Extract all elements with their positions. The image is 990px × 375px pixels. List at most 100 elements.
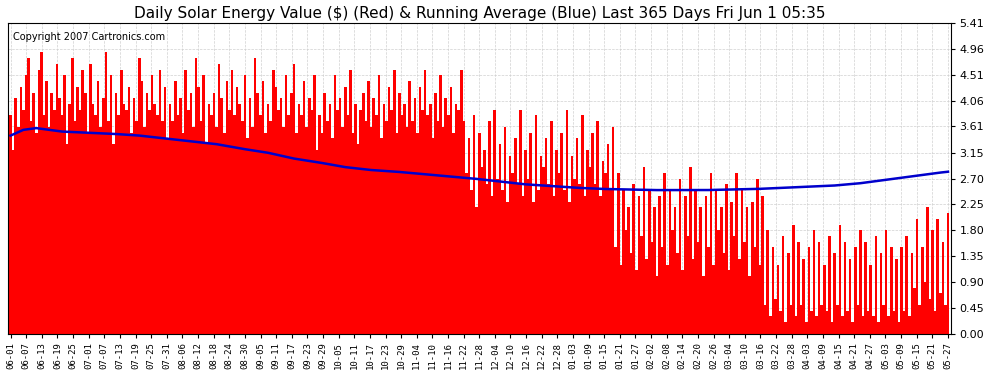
Bar bbox=[329, 104, 332, 333]
Bar bbox=[462, 121, 465, 333]
Bar bbox=[445, 98, 447, 333]
Bar bbox=[842, 316, 843, 333]
Bar bbox=[816, 316, 818, 333]
Bar bbox=[787, 253, 790, 333]
Bar bbox=[419, 87, 422, 333]
Bar bbox=[150, 75, 153, 333]
Bar bbox=[187, 110, 189, 333]
Bar bbox=[609, 190, 612, 333]
Bar bbox=[808, 248, 810, 333]
Bar bbox=[834, 253, 836, 333]
Bar bbox=[390, 110, 393, 333]
Bar bbox=[906, 236, 908, 333]
Bar bbox=[689, 167, 692, 333]
Bar bbox=[547, 184, 550, 333]
Bar bbox=[496, 178, 499, 333]
Bar bbox=[705, 196, 707, 333]
Bar bbox=[279, 98, 282, 333]
Bar bbox=[223, 133, 226, 333]
Bar bbox=[854, 248, 856, 333]
Bar bbox=[316, 150, 319, 333]
Bar bbox=[540, 156, 543, 333]
Bar bbox=[179, 98, 182, 333]
Bar bbox=[84, 93, 86, 333]
Bar bbox=[470, 190, 473, 333]
Bar bbox=[921, 248, 924, 333]
Bar bbox=[607, 144, 609, 333]
Bar bbox=[416, 133, 419, 333]
Bar bbox=[364, 121, 367, 333]
Bar bbox=[277, 110, 279, 333]
Bar bbox=[741, 190, 743, 333]
Bar bbox=[71, 58, 73, 333]
Bar bbox=[454, 104, 457, 333]
Bar bbox=[723, 253, 726, 333]
Bar bbox=[158, 70, 161, 333]
Bar bbox=[779, 310, 782, 333]
Bar bbox=[887, 316, 890, 333]
Bar bbox=[731, 202, 733, 333]
Bar bbox=[527, 178, 530, 333]
Bar bbox=[370, 127, 372, 333]
Bar bbox=[385, 121, 388, 333]
Bar bbox=[612, 127, 615, 333]
Bar bbox=[409, 81, 411, 333]
Bar bbox=[810, 310, 813, 333]
Bar bbox=[924, 282, 926, 333]
Bar bbox=[92, 104, 94, 333]
Bar bbox=[9, 116, 12, 333]
Bar bbox=[861, 316, 864, 333]
Bar bbox=[488, 121, 491, 333]
Bar bbox=[20, 87, 22, 333]
Bar bbox=[218, 64, 221, 333]
Bar bbox=[743, 242, 745, 333]
Bar bbox=[236, 87, 239, 333]
Bar bbox=[422, 110, 424, 333]
Bar bbox=[60, 116, 63, 333]
Bar bbox=[501, 190, 504, 333]
Bar bbox=[913, 288, 916, 333]
Bar bbox=[908, 316, 911, 333]
Bar bbox=[805, 322, 808, 333]
Bar bbox=[519, 110, 522, 333]
Bar bbox=[736, 173, 739, 333]
Bar bbox=[195, 58, 197, 333]
Bar bbox=[663, 173, 666, 333]
Bar bbox=[313, 75, 316, 333]
Bar bbox=[937, 219, 939, 333]
Bar bbox=[599, 196, 602, 333]
Bar bbox=[424, 70, 427, 333]
Bar bbox=[650, 242, 653, 333]
Bar bbox=[666, 265, 668, 333]
Bar bbox=[349, 70, 351, 333]
Bar bbox=[713, 265, 715, 333]
Bar bbox=[308, 98, 311, 333]
Bar bbox=[628, 207, 630, 333]
Bar bbox=[221, 98, 223, 333]
Bar bbox=[334, 75, 337, 333]
Bar bbox=[367, 81, 370, 333]
Bar bbox=[303, 81, 305, 333]
Bar bbox=[486, 184, 488, 333]
Bar bbox=[872, 316, 874, 333]
Bar bbox=[890, 248, 893, 333]
Bar bbox=[107, 121, 110, 333]
Bar bbox=[81, 70, 84, 333]
Bar bbox=[882, 305, 885, 333]
Bar bbox=[55, 64, 58, 333]
Bar bbox=[944, 305, 946, 333]
Bar bbox=[269, 121, 272, 333]
Bar bbox=[739, 259, 741, 333]
Bar bbox=[182, 133, 184, 333]
Bar bbox=[226, 81, 228, 333]
Bar bbox=[480, 167, 483, 333]
Bar bbox=[700, 207, 702, 333]
Bar bbox=[46, 81, 48, 333]
Bar bbox=[475, 207, 478, 333]
Bar bbox=[38, 70, 41, 333]
Bar bbox=[848, 259, 851, 333]
Bar bbox=[89, 64, 92, 333]
Bar bbox=[753, 248, 756, 333]
Bar bbox=[401, 116, 403, 333]
Bar bbox=[319, 116, 321, 333]
